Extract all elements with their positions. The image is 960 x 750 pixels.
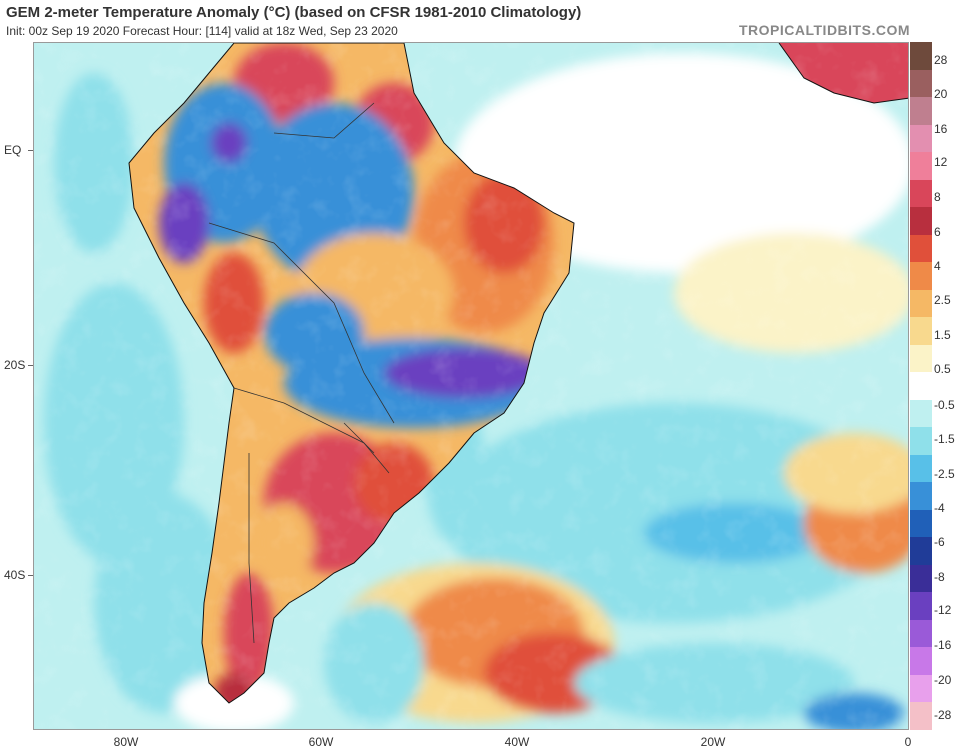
colorbar-label: 6 bbox=[934, 225, 941, 239]
colorbar-label: 8 bbox=[934, 190, 941, 204]
lat-label-20s: 20S bbox=[4, 358, 26, 372]
colorbar-swatch bbox=[910, 69, 932, 98]
colorbar-swatch bbox=[910, 289, 932, 318]
colorbar-label: -0.5 bbox=[934, 398, 955, 412]
colorbar-label: 2.5 bbox=[934, 293, 951, 307]
colorbar-swatch bbox=[910, 344, 932, 373]
colorbar-label: 16 bbox=[934, 122, 948, 136]
colorbar-swatch bbox=[910, 234, 932, 263]
coastline bbox=[128, 43, 575, 704]
chart-title: GEM 2-meter Temperature Anomaly (°C) (ba… bbox=[6, 4, 582, 21]
anomaly-map bbox=[33, 42, 909, 730]
country-borders bbox=[208, 102, 395, 644]
colorbar-label: 0.5 bbox=[934, 362, 951, 376]
colorbar-swatch bbox=[910, 592, 932, 621]
colorbar-label: -4 bbox=[934, 501, 945, 515]
lon-label-0: 0 bbox=[904, 735, 912, 749]
colorbar bbox=[910, 42, 932, 731]
colorbar-label: 28 bbox=[934, 53, 948, 67]
colorbar-label: -8 bbox=[934, 570, 945, 584]
colorbar-swatch bbox=[910, 619, 932, 648]
colorbar-label: -20 bbox=[934, 673, 952, 687]
colorbar-swatch bbox=[910, 454, 932, 483]
colorbar-label: -2.5 bbox=[934, 467, 955, 481]
colorbar-swatch bbox=[910, 399, 932, 428]
colorbar-label: 12 bbox=[934, 155, 948, 169]
lat-label-eq: EQ bbox=[4, 143, 22, 157]
colorbar-swatch bbox=[910, 482, 932, 511]
lon-label-80w: 80W bbox=[113, 735, 139, 749]
colorbar-label: -16 bbox=[934, 638, 952, 652]
colorbar-swatch bbox=[910, 509, 932, 538]
chart-subtitle: Init: 00z Sep 19 2020 Forecast Hour: [11… bbox=[6, 24, 398, 38]
colorbar-swatch bbox=[910, 317, 932, 346]
colorbar-swatch bbox=[910, 647, 932, 676]
map-svg bbox=[34, 43, 908, 729]
colorbar-swatch bbox=[910, 372, 932, 401]
colorbar-label: -12 bbox=[934, 603, 952, 617]
colorbar-label: 1.5 bbox=[934, 328, 951, 342]
colorbar-label: 4 bbox=[934, 259, 941, 273]
colorbar-swatch bbox=[910, 179, 932, 208]
brand-watermark: TROPICALTIDBITS.COM bbox=[738, 22, 910, 38]
colorbar-swatch bbox=[910, 537, 932, 566]
lon-label-20w: 20W bbox=[700, 735, 726, 749]
colorbar-swatch bbox=[910, 124, 932, 153]
colorbar-swatch bbox=[910, 427, 932, 456]
colorbar-swatch bbox=[910, 97, 932, 126]
colorbar-swatch bbox=[910, 262, 932, 291]
africa-coastline bbox=[778, 43, 908, 104]
lon-label-60w: 60W bbox=[308, 735, 334, 749]
colorbar-swatch bbox=[910, 152, 932, 181]
colorbar-label: 20 bbox=[934, 87, 948, 101]
colorbar-swatch bbox=[910, 702, 932, 731]
texture-overlay bbox=[34, 43, 908, 729]
colorbar-label: -28 bbox=[934, 708, 952, 722]
colorbar-label: -1.5 bbox=[934, 432, 955, 446]
lon-label-40w: 40W bbox=[504, 735, 530, 749]
colorbar-swatch bbox=[910, 674, 932, 703]
colorbar-label: -6 bbox=[934, 535, 945, 549]
colorbar-swatch bbox=[910, 564, 932, 593]
colorbar-swatch bbox=[910, 42, 932, 71]
colorbar-swatch bbox=[910, 207, 932, 236]
lat-label-40s: 40S bbox=[4, 568, 26, 582]
